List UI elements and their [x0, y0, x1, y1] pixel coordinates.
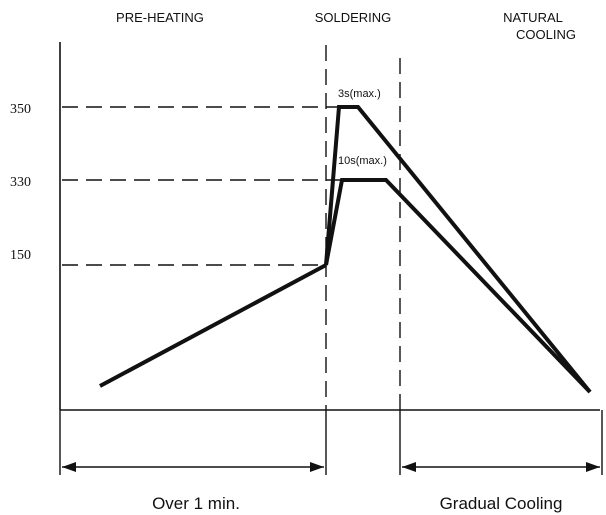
cooling-duration-label: Gradual Cooling	[440, 494, 563, 513]
preheating-duration-label: Over 1 min.	[152, 494, 240, 513]
cooling-arrow-right-head-icon	[586, 462, 600, 472]
preheating-arrow-right-head-icon	[310, 462, 324, 472]
tick-label-330: 330	[10, 175, 31, 190]
tick-label-150: 150	[10, 248, 31, 263]
cooling-arrow-left-head-icon	[402, 462, 416, 472]
phase-label-cooling-line1: NATURAL	[503, 10, 563, 25]
phase-label-cooling-line2: COOLING	[516, 27, 576, 42]
profile-line-330	[324, 178, 592, 394]
profile-line-350	[324, 105, 592, 394]
time-label-330: 10s(max.)	[338, 155, 387, 167]
phase-label-soldering: SOLDERING	[315, 10, 392, 25]
tick-label-350: 350	[10, 102, 31, 117]
time-label-350: 3s(max.)	[338, 88, 381, 100]
preheating-ramp-line	[99, 263, 327, 388]
phase-label-preheating: PRE-HEATING	[116, 10, 204, 25]
preheating-arrow-left-head-icon	[62, 462, 76, 472]
